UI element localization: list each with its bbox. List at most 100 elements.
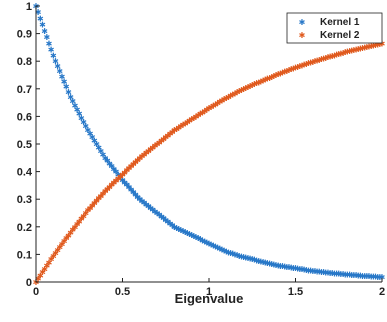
series-2-point: ✱ [74, 220, 81, 229]
series-2-point: ✱ [41, 265, 48, 274]
series-1-point: ✱ [167, 219, 174, 228]
series-1-point: ✱ [225, 248, 232, 257]
series-2-point: ✱ [225, 93, 232, 102]
series-1-point: ✱ [348, 271, 355, 280]
series-2-point: ✱ [167, 130, 174, 139]
series-2-point: ✱ [171, 126, 178, 135]
series-1-point: ✱ [59, 72, 66, 81]
series-1-point: ✱ [216, 245, 223, 254]
series-2-point: ✱ [201, 107, 208, 116]
series-1-point: ✱ [165, 218, 172, 227]
series-2-point: ✱ [69, 226, 76, 235]
series-1-point: ✱ [61, 78, 68, 87]
series-2-point: ✱ [223, 94, 230, 103]
series-1-point: ✱ [119, 176, 126, 185]
series-1-point: ✱ [376, 273, 383, 282]
series-2-point: ✱ [175, 123, 182, 132]
series-2-point: ✱ [355, 45, 362, 54]
series-1-point: ✱ [214, 244, 221, 253]
series-1-point: ✱ [342, 270, 349, 279]
series-2-point: ✱ [43, 262, 50, 271]
series-2-point: ✱ [121, 168, 128, 177]
series-1-point: ✱ [173, 224, 180, 233]
series-1-point: ✱ [143, 200, 150, 209]
series-2-point: ✱ [303, 60, 310, 69]
series-1-point: ✱ [314, 267, 321, 276]
series-1-point: ✱ [78, 114, 85, 123]
series-1-point: ✱ [240, 253, 247, 262]
series-1-point: ✱ [50, 52, 57, 61]
series-1-point: ✱ [74, 106, 81, 115]
series-1-point: ✱ [175, 225, 182, 234]
series-1-point: ✱ [229, 250, 236, 259]
series-2-point: ✱ [368, 42, 375, 51]
series-2-point: ✱ [128, 162, 135, 171]
series-2-point: ✱ [197, 110, 204, 119]
series-1-point: ✱ [255, 257, 262, 266]
series-2-point: ✱ [180, 121, 187, 130]
series-2-point: ✱ [136, 154, 143, 163]
series-1-point: ✱ [266, 259, 273, 268]
x-tick-label: 1.5 [288, 286, 303, 298]
series-1-point: ✱ [134, 193, 141, 202]
series-1-point: ✱ [39, 21, 46, 30]
series-2-point: ✱ [108, 181, 115, 190]
series-1-point: ✱ [340, 270, 347, 279]
series-2-point: ✱ [162, 133, 169, 142]
series-2-point: ✱ [182, 119, 189, 128]
series-2-point: ✱ [264, 75, 271, 84]
series-2-point: ✱ [366, 42, 373, 51]
series-1-point: ✱ [322, 268, 329, 277]
series-1-point: ✱ [191, 232, 198, 241]
series-1-point: ✱ [210, 241, 217, 250]
series-1-point: ✱ [141, 199, 148, 208]
series-2-point: ✱ [91, 199, 98, 208]
series-2-point: ✱ [331, 51, 338, 60]
series-1-point: ✱ [69, 97, 76, 106]
series-2-point: ✱ [149, 143, 156, 152]
series-2-point: ✱ [342, 48, 349, 57]
series-1-point: ✱ [117, 173, 124, 182]
series-1-point: ✱ [156, 211, 163, 220]
series-2-point: ✱ [309, 58, 316, 67]
series-2-point: ✱ [119, 170, 126, 179]
series-2-point: ✱ [255, 78, 262, 87]
series-1-point: ✱ [335, 270, 342, 279]
series-1-point: ✱ [355, 271, 362, 280]
series-1-point: ✱ [238, 252, 245, 261]
series-1-point: ✱ [178, 226, 185, 235]
series-2-point: ✱ [106, 183, 113, 192]
series-1-point: ✱ [374, 273, 381, 282]
series-2-point: ✱ [93, 197, 100, 206]
series-1-point: ✱ [331, 269, 338, 278]
series-1-point: ✱ [329, 269, 336, 278]
series-2-point: ✱ [206, 104, 213, 113]
series-1-point: ✱ [152, 207, 159, 216]
series-2-point: ✱ [318, 55, 325, 64]
series-2-point: ✱ [126, 164, 133, 173]
series-1-point: ✱ [318, 268, 325, 277]
series-1: ✱✱✱✱✱✱✱✱✱✱✱✱✱✱✱✱✱✱✱✱✱✱✱✱✱✱✱✱✱✱✱✱✱✱✱✱✱✱✱✱… [33, 2, 386, 282]
series-2-point: ✱ [98, 192, 105, 201]
series-1-point: ✱ [327, 269, 334, 278]
series-2-point: ✱ [325, 53, 332, 62]
series-2-point: ✱ [234, 88, 241, 97]
series-1-point: ✱ [91, 137, 98, 146]
series-1-point: ✱ [364, 272, 371, 281]
series-2-point: ✱ [299, 61, 306, 70]
series-1-point: ✱ [366, 272, 373, 281]
series-2-point: ✱ [139, 152, 146, 161]
series-2-point: ✱ [245, 83, 252, 92]
series-2-point: ✱ [173, 125, 180, 134]
series-1-point: ✱ [108, 162, 115, 171]
x-tick-label: 2 [379, 286, 385, 298]
series-1-point: ✱ [262, 258, 269, 267]
series-1-point: ✱ [85, 126, 92, 135]
series-1-point: ✱ [305, 266, 312, 275]
series-1-point: ✱ [221, 247, 228, 256]
series-1-point: ✱ [113, 168, 120, 177]
legend-entry-kernel-1: ✱ Kernel 1 [299, 17, 360, 28]
series-2-point: ✱ [316, 56, 323, 65]
series-1-point: ✱ [346, 271, 353, 280]
series-1-point: ✱ [52, 57, 59, 66]
